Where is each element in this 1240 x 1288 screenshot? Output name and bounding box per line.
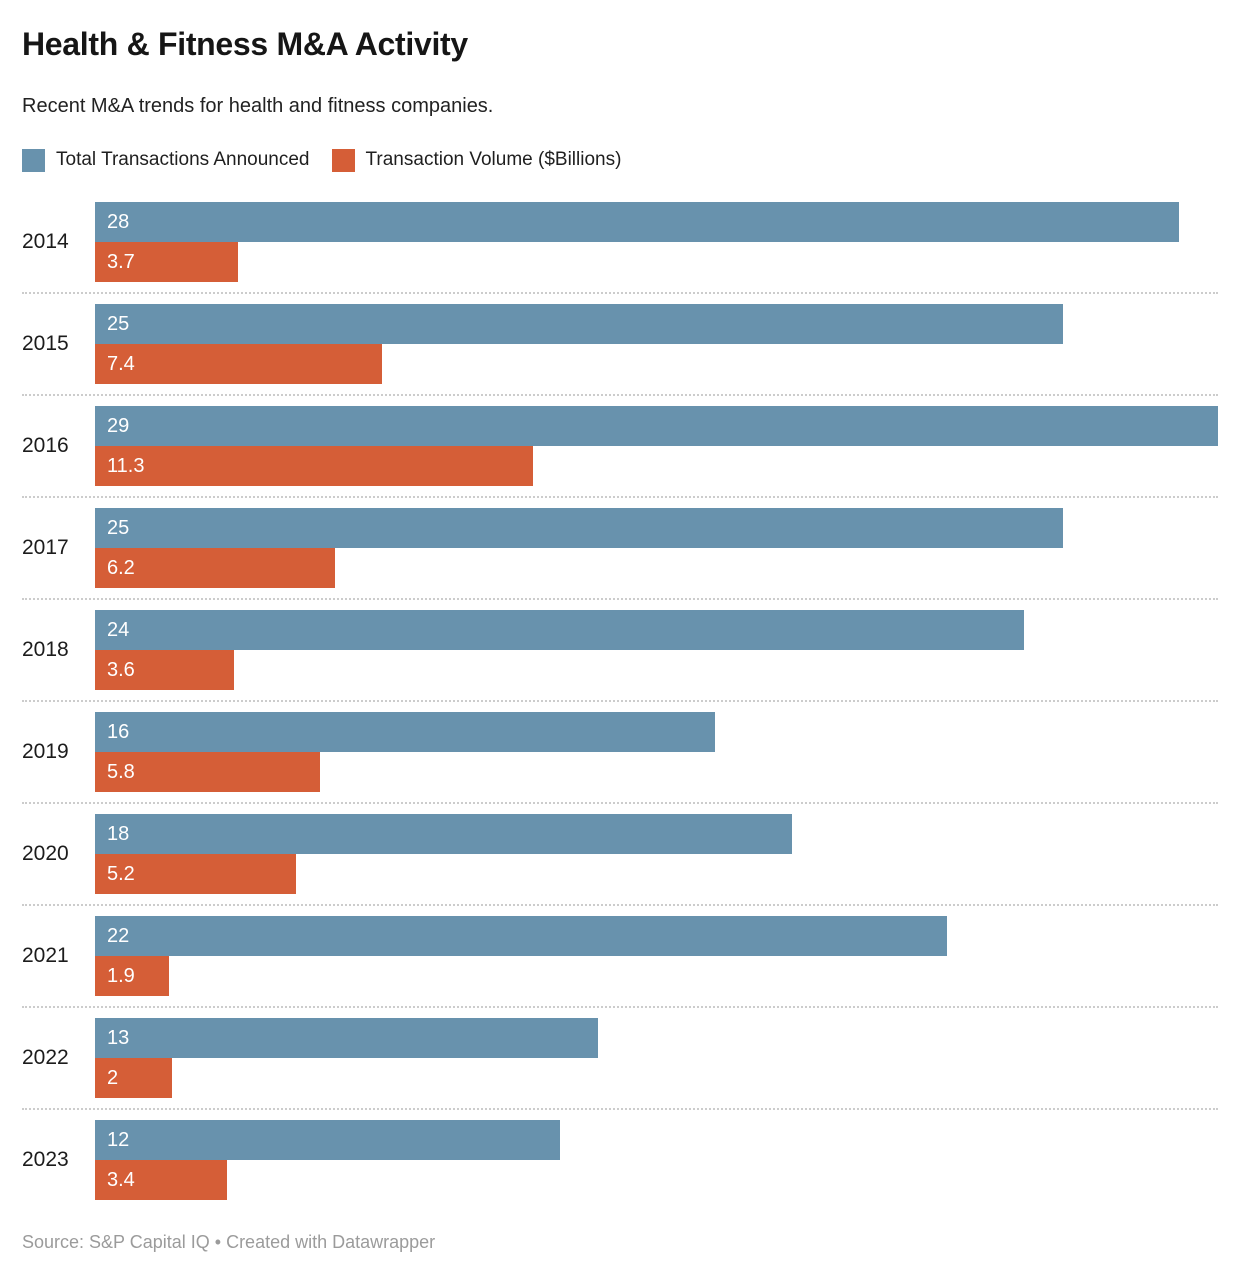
- legend-item: Transaction Volume ($Billions): [331, 148, 622, 172]
- legend-swatch-icon: [331, 148, 355, 172]
- chart-title: Health & Fitness M&A Activity: [22, 26, 468, 62]
- chart-row: 2019 16 5.8: [22, 712, 1218, 792]
- bar-group: 28 3.7: [95, 202, 1218, 282]
- chart-card: Health & Fitness M&A Activity Recent M&A…: [0, 24, 1240, 1253]
- bar-transaction-volume: 2: [95, 1058, 173, 1098]
- chart-row: 2020 18 5.2: [22, 814, 1218, 894]
- row-separator: [22, 996, 1218, 1018]
- bar-value-label: 5.8: [107, 760, 135, 783]
- bar-value-label: 18: [107, 822, 130, 845]
- bar-group: 22 1.9: [95, 916, 1218, 996]
- chart-row: 2015 25 7.4: [22, 304, 1218, 384]
- bar-value-label: 28: [107, 210, 130, 233]
- bar-chart: 2014 28 3.7 2015 25 7.4 2016 29 11.3 2017 25 6.2 201…: [22, 202, 1218, 1200]
- bar-total-transactions: 13: [95, 1018, 599, 1058]
- bar-transaction-volume: 7.4: [95, 344, 382, 384]
- category-label: 2019: [22, 740, 69, 763]
- bar-value-label: 25: [107, 516, 130, 539]
- source-note: Source: S&P Capital IQ • Created with Da…: [22, 1232, 436, 1252]
- bar-value-label: 25: [107, 312, 130, 335]
- bar-transaction-volume: 1.9: [95, 956, 169, 996]
- bar-group: 24 3.6: [95, 610, 1218, 690]
- bar-group: 13 2: [95, 1018, 1218, 1098]
- row-separator: [22, 1098, 1218, 1120]
- legend: Total Transactions Announced Transaction …: [22, 148, 1218, 172]
- bar-transaction-volume: 6.2: [95, 548, 336, 588]
- bar-value-label: 3.6: [107, 658, 135, 681]
- bar-total-transactions: 29: [95, 406, 1218, 446]
- bar-value-label: 5.2: [107, 862, 135, 885]
- bar-total-transactions: 16: [95, 712, 715, 752]
- bar-transaction-volume: 3.4: [95, 1160, 227, 1200]
- chart-row: 2017 25 6.2: [22, 508, 1218, 588]
- bar-total-transactions: 28: [95, 202, 1180, 242]
- category-label: 2018: [22, 638, 69, 661]
- chart-row: 2023 12 3.4: [22, 1120, 1218, 1200]
- bar-total-transactions: 18: [95, 814, 793, 854]
- legend-swatch-icon: [22, 148, 45, 172]
- bar-value-label: 2: [107, 1066, 119, 1089]
- bar-total-transactions: 24: [95, 610, 1025, 650]
- chart-subtitle: Recent M&A trends for health and fitness…: [22, 95, 494, 117]
- bar-transaction-volume: 3.6: [95, 650, 235, 690]
- category-label: 2023: [22, 1148, 69, 1171]
- row-separator: [22, 588, 1218, 610]
- bar-value-label: 7.4: [107, 352, 135, 375]
- chart-row: 2021 22 1.9: [22, 916, 1218, 996]
- category-label: 2020: [22, 842, 69, 865]
- bar-total-transactions: 25: [95, 508, 1064, 548]
- row-separator: [22, 384, 1218, 406]
- legend-label: Total Transactions Announced: [56, 149, 310, 170]
- bar-value-label: 29: [107, 414, 130, 437]
- bar-transaction-volume: 5.2: [95, 854, 297, 894]
- bar-group: 18 5.2: [95, 814, 1218, 894]
- category-label: 2022: [22, 1046, 69, 1069]
- bar-group: 25 7.4: [95, 304, 1218, 384]
- bar-value-label: 6.2: [107, 556, 135, 579]
- legend-item: Total Transactions Announced: [22, 148, 310, 172]
- bar-value-label: 22: [107, 924, 130, 947]
- chart-row: 2016 29 11.3: [22, 406, 1218, 486]
- category-label: 2015: [22, 332, 69, 355]
- bar-value-label: 13: [107, 1026, 130, 1049]
- row-separator: [22, 894, 1218, 916]
- row-separator: [22, 690, 1218, 712]
- category-label: 2021: [22, 944, 69, 967]
- bar-value-label: 12: [107, 1128, 130, 1151]
- category-label: 2016: [22, 434, 69, 457]
- row-separator: [22, 792, 1218, 814]
- chart-row: 2014 28 3.7: [22, 202, 1218, 282]
- row-separator: [22, 282, 1218, 304]
- bar-transaction-volume: 11.3: [95, 446, 533, 486]
- legend-label: Transaction Volume ($Billions): [365, 149, 622, 170]
- bar-value-label: 11.3: [107, 454, 145, 477]
- bar-value-label: 3.4: [107, 1168, 135, 1191]
- bar-group: 25 6.2: [95, 508, 1218, 588]
- bar-total-transactions: 25: [95, 304, 1064, 344]
- category-label: 2017: [22, 536, 69, 559]
- bar-value-label: 16: [107, 720, 130, 743]
- row-separator: [22, 486, 1218, 508]
- bar-transaction-volume: 5.8: [95, 752, 320, 792]
- bar-total-transactions: 12: [95, 1120, 560, 1160]
- bar-value-label: 1.9: [107, 964, 135, 987]
- bar-value-label: 24: [107, 618, 130, 641]
- chart-row: 2018 24 3.6: [22, 610, 1218, 690]
- chart-row: 2022 13 2: [22, 1018, 1218, 1098]
- bar-group: 16 5.8: [95, 712, 1218, 792]
- category-label: 2014: [22, 230, 69, 253]
- bar-total-transactions: 22: [95, 916, 947, 956]
- bar-value-label: 3.7: [107, 250, 135, 273]
- bar-group: 29 11.3: [95, 406, 1218, 486]
- bar-group: 12 3.4: [95, 1120, 1218, 1200]
- bar-transaction-volume: 3.7: [95, 242, 239, 282]
